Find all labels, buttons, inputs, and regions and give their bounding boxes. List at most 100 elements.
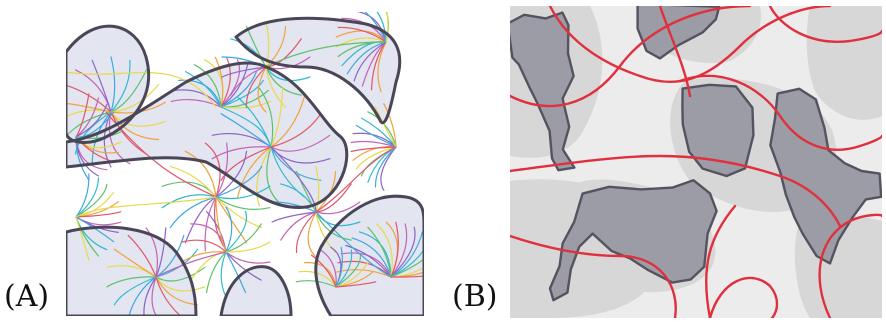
panel-b-contour (658, 6, 692, 98)
panel-a-boundary (219, 265, 293, 316)
panel-a-streamline (215, 196, 227, 253)
panel-a-streamline (155, 227, 167, 278)
panel-a-streamline (75, 103, 108, 138)
panel-a-streamline (220, 56, 231, 108)
panel-a-streamline (355, 124, 397, 148)
panel-a-streamline (155, 276, 199, 306)
panel-a-region (66, 62, 347, 208)
panel-a-streamline (225, 206, 233, 253)
panel-a-boundary (314, 194, 424, 316)
panel-a-streamline (376, 12, 387, 43)
panel-a-streamline (155, 234, 185, 278)
panel-a-streamline (75, 216, 115, 243)
panel-b-contour (510, 234, 677, 318)
panel-a-streamline (215, 150, 248, 198)
panel-a-streamline (270, 134, 331, 152)
panel-a-streamline (110, 56, 116, 113)
panel-a-streamline (270, 113, 322, 148)
panel-label-b: (B) (452, 279, 498, 314)
panel-a-streamline (110, 69, 147, 113)
panel-a-streamline (113, 248, 157, 278)
panel-a-streamline (75, 173, 90, 218)
panel-a-streamline (315, 211, 392, 278)
panel-a-streamline (298, 270, 337, 288)
panel-a-streamline (113, 276, 157, 306)
panel-a-streamline (315, 201, 361, 215)
panel-a-streamline (335, 281, 377, 288)
panel-a-streamline (364, 12, 387, 43)
panel-b-dark-region (548, 179, 718, 302)
panel-a-streamline (110, 59, 131, 113)
panel-a-streamline (143, 276, 157, 316)
panel-a-streamline (350, 140, 397, 148)
panel-a-streamline (385, 12, 389, 43)
panel-a-streamline (245, 66, 267, 109)
panel-b-contour (510, 154, 842, 228)
panel-b-contour (708, 276, 779, 318)
panel-a-streamline (380, 146, 397, 191)
panel-a-streamline (270, 146, 317, 213)
panel-a-streamline (360, 117, 397, 148)
panel-a-streamline (66, 84, 112, 113)
panel-a-streamline (215, 165, 263, 198)
panel-a-streamline (367, 226, 392, 278)
panel-a-streamline (215, 196, 263, 229)
panel-b-region-map (510, 6, 882, 318)
panel-a-streamline (184, 150, 217, 198)
panel-a-boundary (66, 61, 349, 209)
panel-a-streamline (110, 111, 160, 141)
panel-a-streamline (370, 41, 387, 91)
panel-a-streamline (91, 59, 112, 113)
panel-a-streamline (280, 211, 317, 241)
panel-a-streamline (161, 194, 217, 209)
panel-a-streamline (225, 251, 262, 281)
panel-b-dark-region (636, 6, 721, 60)
panel-a-streamline (75, 177, 100, 218)
panel-a-streamline (376, 223, 393, 278)
panel-a-streamline (220, 106, 272, 148)
panel-a-streamline (220, 146, 272, 181)
panel-a-streamline (185, 71, 222, 108)
panel-a-streamline (337, 26, 387, 43)
panel-a-streamline (169, 165, 217, 198)
panel-a-streamline (181, 251, 227, 263)
panel-a-streamline (220, 64, 249, 108)
panel-a-streamline (390, 221, 399, 278)
panel-a-streamline (258, 87, 274, 148)
panel-label-a: (A) (4, 279, 50, 314)
panel-a-streamline (225, 251, 247, 294)
panel-a-streamline (374, 106, 397, 148)
panel-a-streamline (204, 196, 217, 252)
panel-a-streamline (225, 223, 262, 253)
panel-a-streamline (270, 87, 284, 148)
panel-a-streamline (155, 266, 206, 282)
panel-a-streamline (127, 234, 157, 278)
panel-a-streamline (220, 71, 257, 108)
panel-a-streamline (145, 227, 159, 278)
panel-a-streamline (173, 89, 222, 108)
panel-a-streamline (265, 21, 270, 68)
panel-a-streamline (75, 93, 90, 138)
panel-a-region (236, 18, 400, 123)
panel-a-streamline (390, 258, 424, 278)
panel-a-streamline (383, 103, 397, 148)
panel-a-streamline (75, 97, 100, 138)
panel-a-streamline (225, 210, 247, 253)
panel-b-svg (510, 6, 882, 318)
panel-a-streamline (390, 226, 416, 278)
panel-a-streamline (311, 254, 337, 288)
panel-a-streamline (271, 211, 317, 223)
panel-b-contour (704, 204, 737, 318)
panel-a-streamline (170, 99, 222, 108)
panel-a-streamline (237, 146, 272, 198)
panel-a-streamline (75, 131, 122, 139)
panel-a-streamline (221, 66, 267, 78)
panel-a-streamline (353, 41, 387, 82)
panel-a-streamline (215, 185, 271, 200)
panel-a-streamline (75, 211, 122, 218)
panel-a-streamline (215, 196, 271, 210)
panel-a-boundary (66, 24, 151, 144)
panel-a-streamline (215, 142, 229, 198)
panel-b-dark-region (510, 11, 576, 172)
panel-a-streamline (75, 196, 217, 218)
